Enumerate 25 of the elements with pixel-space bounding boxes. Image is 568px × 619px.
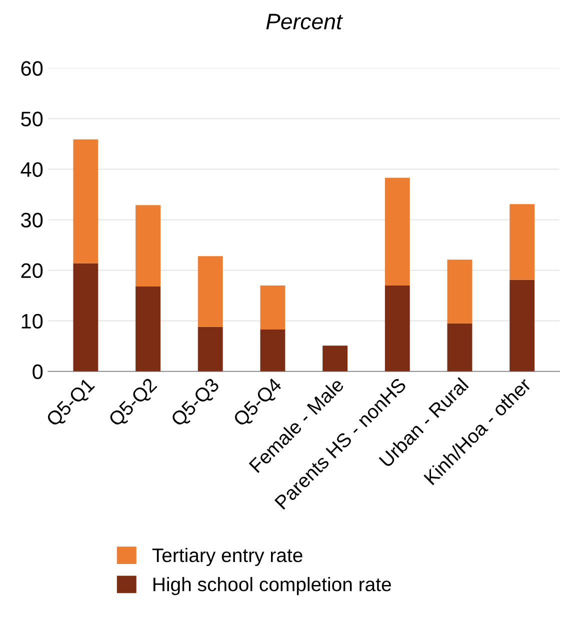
legend-label: Tertiary entry rate (152, 548, 302, 566)
legend-label: High school completion rate (153, 577, 391, 596)
bar (73, 263, 98, 372)
bar (260, 329, 286, 372)
bar (198, 256, 223, 327)
y-tick-label: 20 (21, 263, 43, 278)
bar (198, 326, 223, 372)
chart-title: Percent (266, 14, 343, 30)
bar (136, 286, 160, 372)
y-tick-label: 10 (22, 314, 43, 329)
y-tick-label: 50 (21, 112, 43, 126)
bar (510, 280, 535, 372)
bar (73, 139, 98, 264)
bar (384, 285, 410, 372)
bar (136, 205, 160, 286)
y-tick-label: 40 (20, 162, 43, 177)
bar (322, 346, 348, 372)
y-tick-label: 0 (32, 364, 43, 380)
bar (260, 285, 286, 330)
bar (510, 204, 535, 280)
y-tick-label: 30 (21, 212, 43, 228)
bar (384, 178, 410, 286)
y-tick-label: 60 (21, 61, 43, 76)
bar (447, 260, 472, 324)
bar (447, 323, 472, 372)
